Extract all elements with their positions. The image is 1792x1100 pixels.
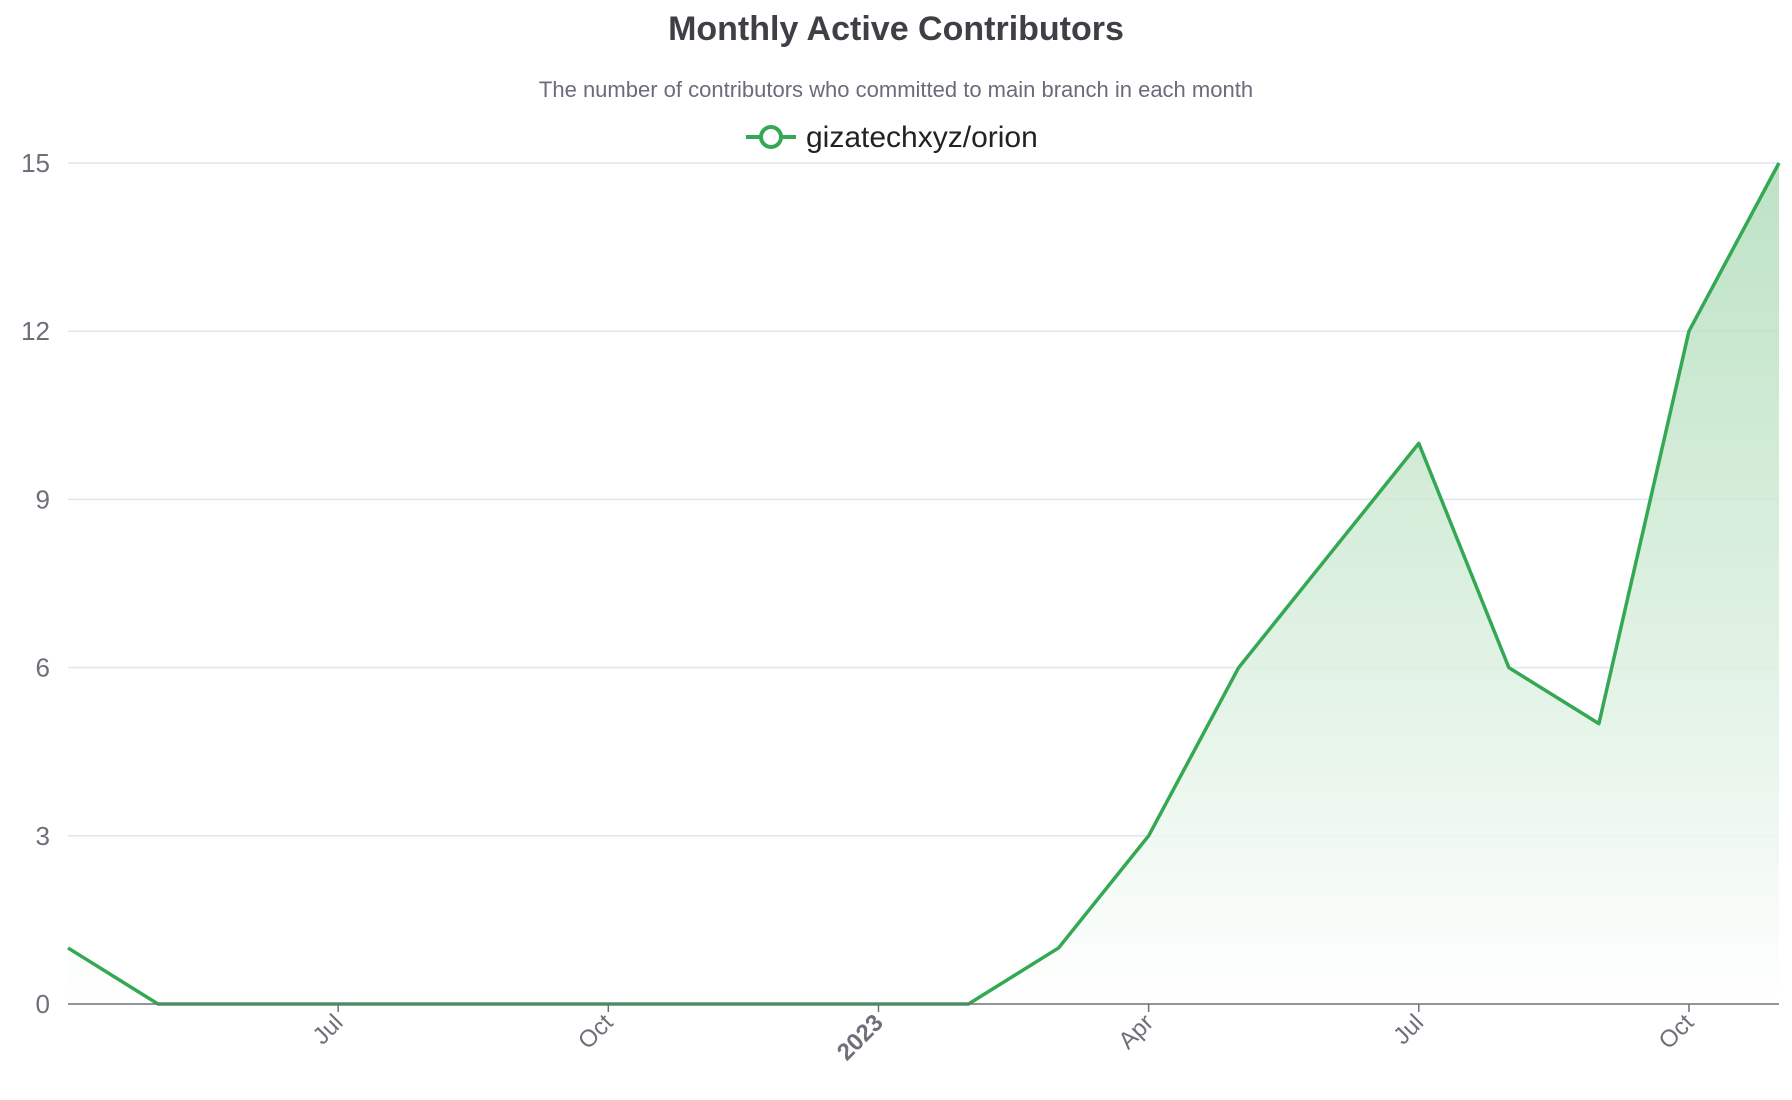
y-tick-label: 9 — [36, 484, 50, 514]
x-tick-label: Jul — [1388, 1009, 1429, 1050]
y-tick-label: 15 — [21, 148, 50, 178]
grid-lines — [68, 162, 1779, 837]
legend-circle-marker — [759, 125, 783, 149]
y-tick-label: 0 — [36, 989, 50, 1019]
chart-subtitle: The number of contributors who committed… — [539, 77, 1253, 102]
y-tick-label: 12 — [21, 316, 50, 346]
chart-title: Monthly Active Contributors — [668, 10, 1124, 48]
x-tick-label: Jul — [308, 1009, 349, 1050]
axes — [68, 1003, 1779, 1012]
series-area-fill — [68, 163, 1779, 1004]
x-tick-label: Oct — [1654, 1009, 1700, 1055]
x-tick-label: Oct — [573, 1009, 619, 1055]
y-axis-labels: 0 3 6 9 12 15 — [21, 148, 50, 1019]
x-axis-labels: Jul Oct 2023 Apr Jul Oct — [308, 1009, 1700, 1066]
y-tick-label: 3 — [36, 821, 50, 851]
y-tick-label: 6 — [36, 653, 50, 683]
legend[interactable]: gizatechxyz/orion — [746, 121, 1038, 154]
x-tick-label: Apr — [1113, 1009, 1159, 1055]
x-tick-label: 2023 — [832, 1009, 889, 1066]
legend-label: gizatechxyz/orion — [806, 121, 1038, 154]
area-fill-group — [68, 163, 1779, 1004]
